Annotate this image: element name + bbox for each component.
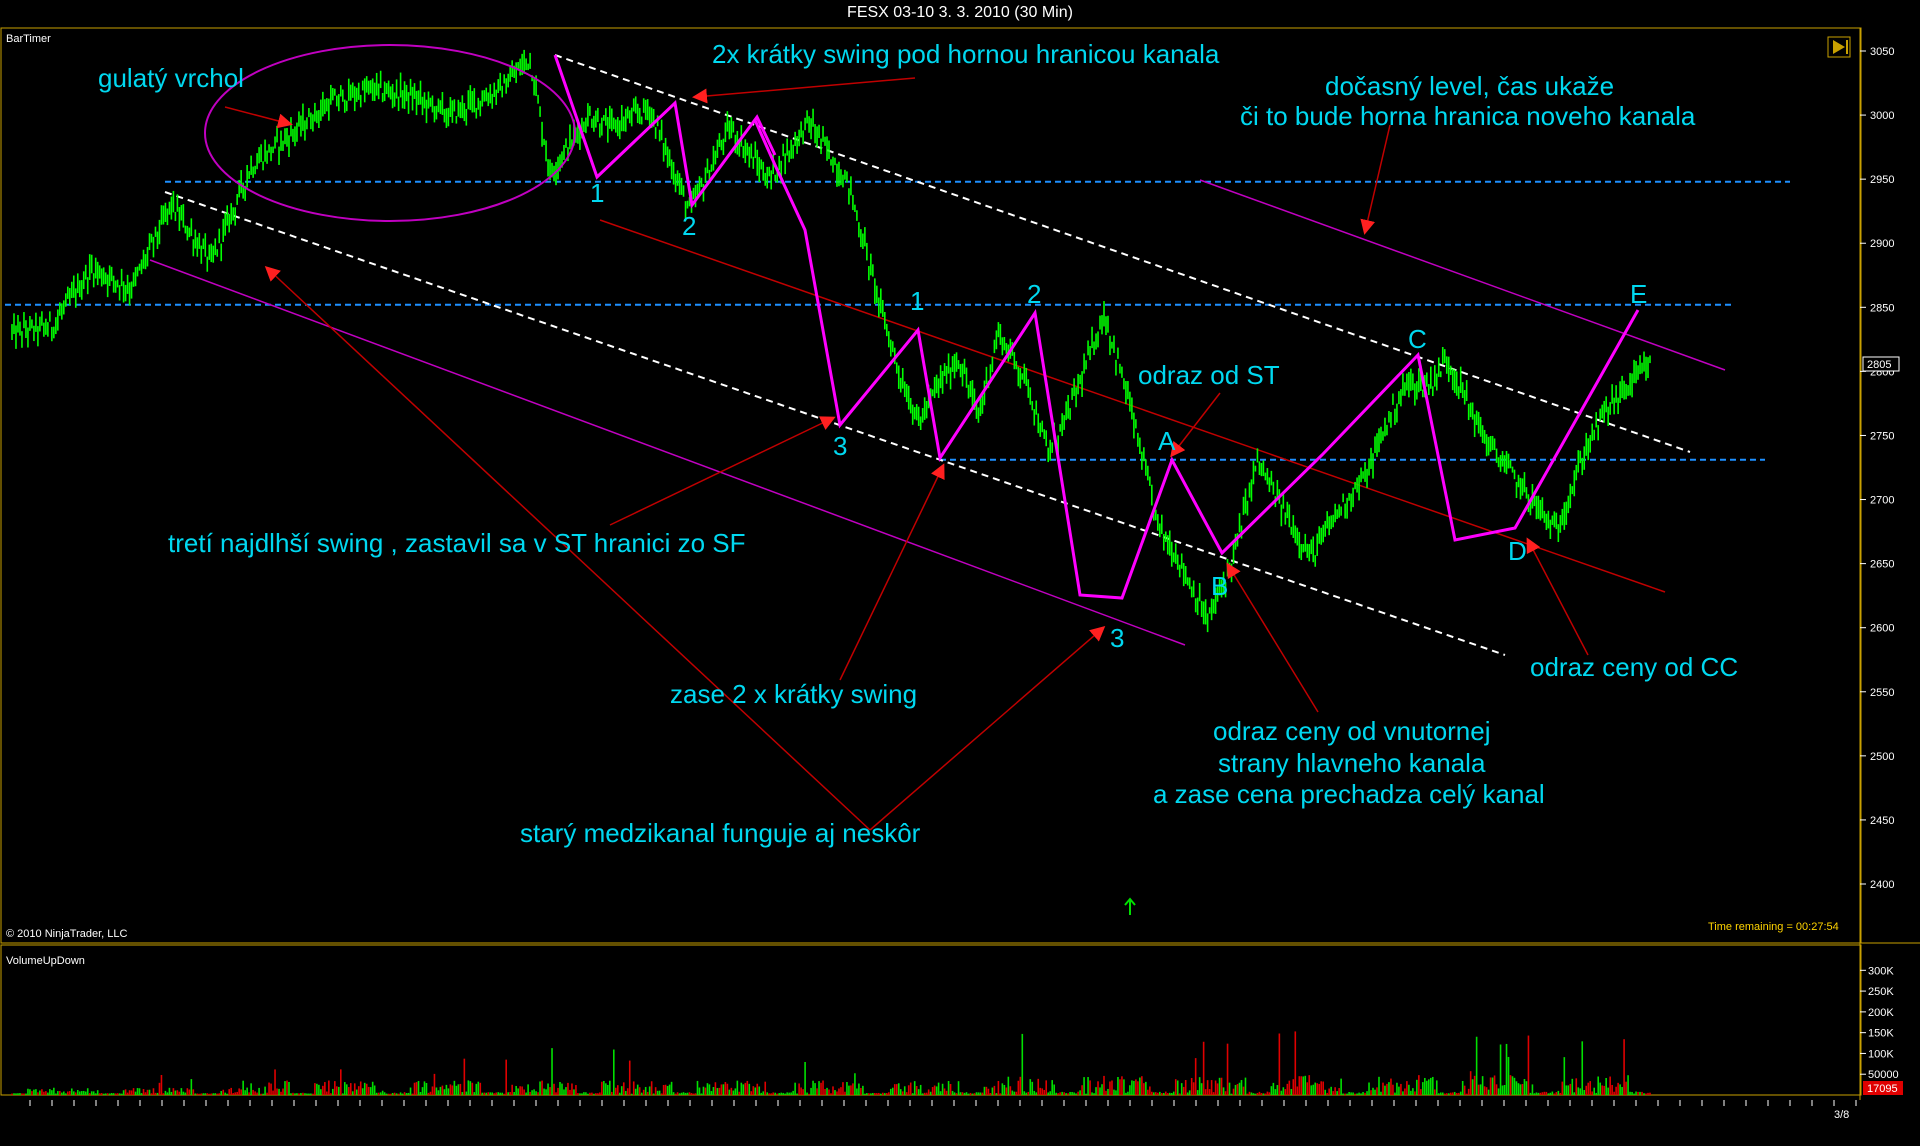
current-volume-marker: 17095 (1863, 1081, 1903, 1095)
price-tick-label: 2750 (1870, 430, 1894, 442)
price-tick-label: 3050 (1870, 46, 1894, 58)
price-axis: 3050300029502900285028002750270026502600… (1860, 46, 1894, 891)
swing-label-2b: 2 (1027, 279, 1041, 309)
volume-tick-label: 200K (1868, 1007, 1894, 1019)
swing-label-D: D (1508, 536, 1527, 566)
date-axis-label: 3/8 (1834, 1109, 1849, 1121)
annotation-again-2x: zase 2 x krátky swing (670, 679, 917, 709)
svg-text:17095: 17095 (1867, 1083, 1898, 1095)
price-tick-label: 2500 (1870, 751, 1894, 763)
swing-label-1a: 1 (590, 178, 604, 208)
annotations: gulatý vrchol 2x krátky swing pod hornou… (98, 39, 1738, 848)
annotation-temp-level-2: či to bude horna hranica noveho kanala (1240, 101, 1696, 131)
annotation-temp-level-1: dočasný level, čas ukaže (1325, 71, 1614, 101)
channel-lines (149, 54, 1726, 656)
price-tick-label: 2900 (1870, 238, 1894, 250)
swing-label-3c: 3 (1110, 623, 1124, 653)
annotation-arrows (224, 77, 1589, 831)
price-panel-frame (0, 27, 1862, 944)
white-channel-upper (554, 54, 1691, 453)
current-price-marker: 2805 (1862, 356, 1900, 372)
time-axis (29, 1100, 1857, 1106)
annotation-old-midchannel: starý medzikanal funguje aj neskôr (520, 818, 921, 848)
svg-text:2805: 2805 (1867, 359, 1891, 371)
volume-tick-label: 100K (1868, 1048, 1894, 1060)
price-tick-label: 2850 (1870, 302, 1894, 314)
magenta-channel-lower (149, 259, 1186, 646)
price-tick-label: 2950 (1870, 174, 1894, 186)
swing-lines (553, 54, 1640, 600)
swing-path-upper (553, 54, 777, 209)
annotation-third-swing: tretí najdlhší swing , zastavil sa v ST … (168, 528, 746, 558)
price-tick-label: 2450 (1870, 815, 1894, 827)
scroll-to-end-icon[interactable] (1827, 36, 1851, 58)
magenta-channel-upper (1199, 179, 1726, 371)
annotation-inner-bounce-2: strany hlavneho kanala (1218, 748, 1486, 778)
swing-label-C: C (1408, 324, 1427, 354)
price-tick-label: 2600 (1870, 623, 1894, 635)
annotation-inner-bounce-1: odraz ceny od vnutornej (1213, 716, 1491, 746)
swing-label-2a: 2 (682, 211, 696, 241)
volume-bars (11, 1031, 1651, 1095)
price-tick-label: 2700 (1870, 495, 1894, 507)
swing-label-A: A (1158, 426, 1176, 456)
annotation-bounce-cc: odraz ceny od CC (1530, 652, 1738, 682)
price-tick-label: 2550 (1870, 687, 1894, 699)
price-tick-label: 2650 (1870, 559, 1894, 571)
bartimer-label: BarTimer (6, 33, 51, 45)
chart-title: FESX 03-10 3. 3. 2010 (30 Min) (0, 0, 1920, 26)
swing-label-E: E (1630, 279, 1647, 309)
volume-tick-label: 300K (1868, 965, 1894, 977)
swing-label-3a: 3 (833, 431, 847, 461)
annotation-short-swing-top: 2x krátky swing pod hornou hranicou kana… (712, 39, 1220, 69)
price-tick-label: 2400 (1870, 879, 1894, 891)
annotation-bounce-st: odraz od ST (1138, 360, 1280, 390)
volume-indicator-label: VolumeUpDown (6, 955, 85, 967)
white-channel-lower (164, 191, 1506, 656)
annotation-inner-bounce-3: a zase cena prechadza celý kanal (1153, 779, 1545, 809)
annotation-rounded-top: gulatý vrchol (98, 63, 244, 93)
rounded-top-ellipse (204, 44, 576, 222)
volume-tick-label: 50000 (1868, 1069, 1899, 1081)
up-arrow-icon (1124, 897, 1136, 915)
swing-labels: 1 2 1 2 3 3 A B C D E (590, 178, 1647, 653)
swing-path-main (753, 119, 1640, 600)
swing-label-1b: 1 (910, 286, 924, 316)
swing-label-B: B (1211, 571, 1228, 601)
price-tick-label: 3000 (1870, 110, 1894, 122)
horizontal-levels (5, 180, 1790, 461)
copyright-label: © 2010 NinjaTrader, LLC (6, 928, 127, 940)
volume-tick-label: 150K (1868, 1028, 1894, 1040)
volume-axis: 300K 250K 200K 150K 100K 50000 (1860, 965, 1899, 1081)
volume-tick-label: 250K (1868, 986, 1894, 998)
time-remaining-label: Time remaining = 00:27:54 (1708, 921, 1839, 933)
